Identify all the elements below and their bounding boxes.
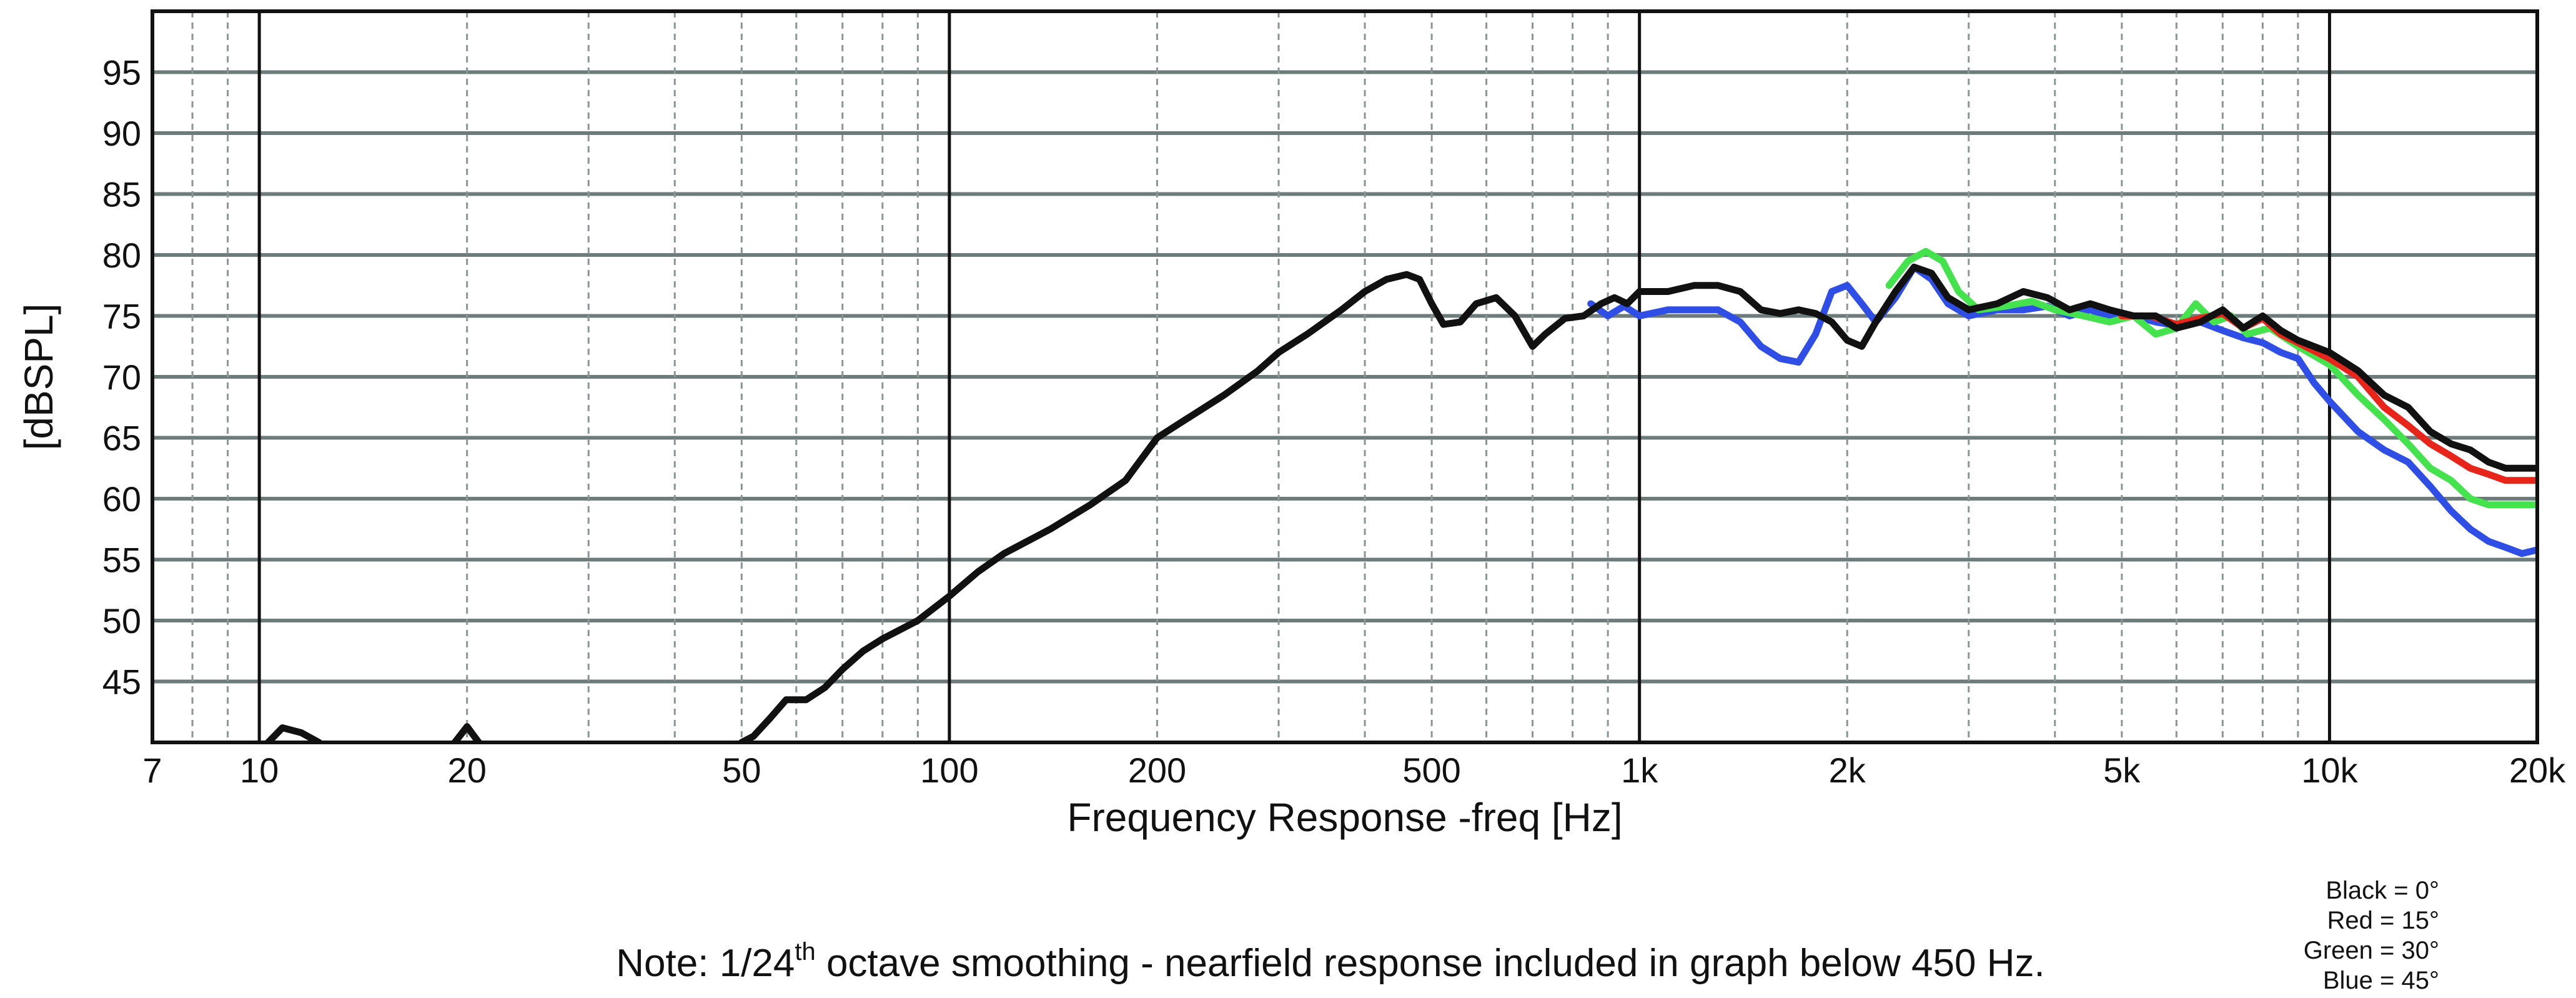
x-tick-label: 500 bbox=[1402, 751, 1460, 790]
x-tick-label: 5k bbox=[2103, 751, 2141, 790]
y-tick-label: 85 bbox=[102, 175, 141, 214]
y-tick-label: 50 bbox=[102, 601, 141, 641]
y-tick-label: 90 bbox=[102, 114, 141, 153]
series-line bbox=[451, 723, 482, 742]
y-tick-label: 80 bbox=[102, 236, 141, 275]
legend-entry-red: Red = 15° bbox=[2327, 907, 2439, 934]
note-superscript: th bbox=[795, 938, 815, 966]
y-tick-label: 65 bbox=[102, 419, 141, 458]
smoothing-note: Note: 1/24th octave smoothing - nearfiel… bbox=[616, 938, 2044, 985]
y-tick-label: 45 bbox=[102, 662, 141, 702]
legend-entry-green: Green = 30° bbox=[2304, 937, 2439, 964]
series-layer bbox=[264, 247, 2537, 742]
x-tick-label: 7 bbox=[142, 751, 162, 790]
note-prefix: Note: 1/24 bbox=[616, 942, 795, 985]
y-tick-label: 55 bbox=[102, 541, 141, 580]
x-tick-label: 100 bbox=[920, 751, 978, 790]
x-tick-label: 10k bbox=[2301, 751, 2358, 790]
y-tick-labels: 45 50 55 60 65 70 75 80 85 90 95 bbox=[102, 53, 141, 702]
legend-entry-black: Black = 0° bbox=[2326, 877, 2439, 904]
y-tick-label: 60 bbox=[102, 479, 141, 519]
x-tick-labels: 7 10 20 50 100 200 500 1k 2k 5k 10k 20k bbox=[142, 751, 2566, 790]
x-axis-title: Frequency Response -freq [Hz] bbox=[1067, 795, 1622, 840]
y-tick-label: 75 bbox=[102, 297, 141, 336]
x-tick-label: 10 bbox=[240, 751, 279, 790]
legend: Black = 0° Red = 15° Green = 30° Blue = … bbox=[2304, 877, 2439, 994]
legend-entry-blue: Blue = 45° bbox=[2323, 967, 2439, 994]
x-tick-label: 50 bbox=[722, 751, 761, 790]
x-tick-label: 1k bbox=[1621, 751, 1658, 790]
series-line bbox=[264, 724, 322, 742]
grid-layer bbox=[152, 11, 2537, 742]
x-tick-label: 20k bbox=[2509, 751, 2566, 790]
x-tick-label: 2k bbox=[1829, 751, 1866, 790]
series-line bbox=[738, 264, 2537, 742]
plot-frame bbox=[151, 9, 2539, 744]
x-tick-label: 200 bbox=[1128, 751, 1186, 790]
y-tick-label: 95 bbox=[102, 53, 141, 92]
x-tick-label: 20 bbox=[448, 751, 487, 790]
y-tick-label: 70 bbox=[102, 357, 141, 397]
y-axis-title: [dBSPL] bbox=[16, 304, 61, 451]
note-suffix: octave smoothing - nearfield response in… bbox=[816, 942, 2045, 985]
